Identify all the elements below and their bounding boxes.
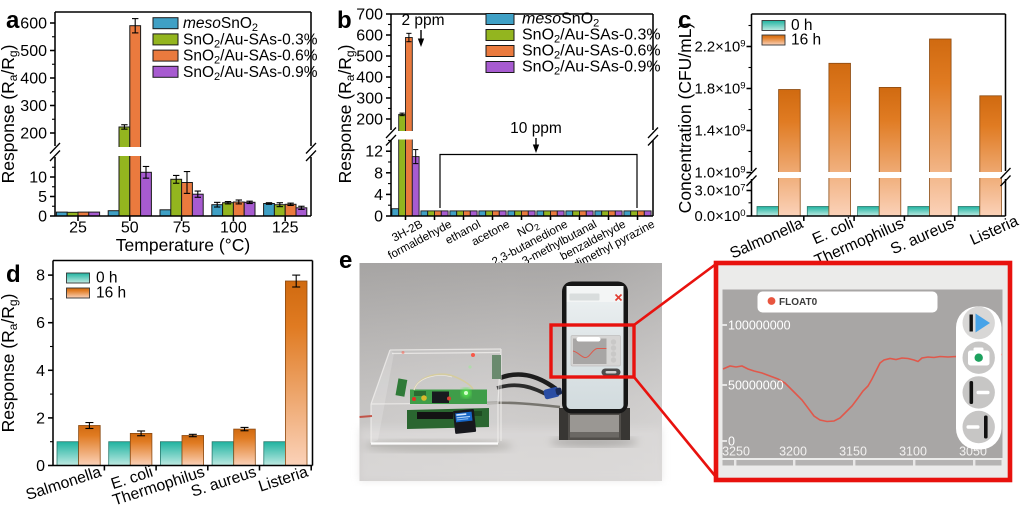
svg-text:50: 50 bbox=[121, 220, 139, 237]
svg-text:1.0×109: 1.0×109 bbox=[695, 165, 746, 182]
svg-text:12: 12 bbox=[365, 144, 383, 161]
svg-text:400: 400 bbox=[356, 70, 383, 87]
svg-text:3.0×107: 3.0×107 bbox=[695, 183, 746, 200]
svg-text:1.8×109: 1.8×109 bbox=[695, 81, 746, 98]
svg-text:10 ppm: 10 ppm bbox=[510, 120, 562, 137]
svg-text:0: 0 bbox=[38, 209, 47, 226]
svg-text:b: b bbox=[337, 7, 352, 34]
svg-text:8: 8 bbox=[36, 268, 45, 285]
svg-text:3250: 3250 bbox=[722, 445, 750, 459]
svg-text:125: 125 bbox=[272, 220, 299, 237]
svg-text:2 ppm: 2 ppm bbox=[401, 12, 444, 29]
svg-text:Response (Ra/Rg): Response (Ra/Rg) bbox=[0, 45, 20, 184]
svg-text:300: 300 bbox=[20, 98, 47, 115]
svg-text:c: c bbox=[678, 7, 691, 34]
svg-text:Response (Ra/Rg): Response (Ra/Rg) bbox=[335, 45, 357, 184]
svg-text:FLOAT0: FLOAT0 bbox=[779, 297, 818, 308]
svg-text:0: 0 bbox=[728, 435, 735, 449]
svg-text:16 h: 16 h bbox=[791, 32, 821, 49]
svg-text:Response (Ra/Rg): Response (Ra/Rg) bbox=[0, 294, 20, 433]
svg-text:Concentration (CFU/mL): Concentration (CFU/mL) bbox=[675, 23, 695, 214]
svg-text:10: 10 bbox=[29, 170, 47, 187]
svg-text:Temperature (°C): Temperature (°C) bbox=[116, 235, 250, 255]
svg-text:e: e bbox=[339, 247, 352, 274]
svg-text:0: 0 bbox=[374, 209, 383, 226]
svg-text:200: 200 bbox=[356, 112, 383, 129]
svg-text:4: 4 bbox=[374, 187, 383, 204]
svg-text:100000000: 100000000 bbox=[728, 319, 791, 333]
svg-text:0 h: 0 h bbox=[96, 270, 118, 287]
svg-text:0 h: 0 h bbox=[791, 17, 813, 34]
svg-text:3200: 3200 bbox=[779, 445, 807, 459]
svg-text:25: 25 bbox=[69, 220, 87, 237]
svg-text:8: 8 bbox=[374, 165, 383, 182]
svg-text:75: 75 bbox=[173, 220, 191, 237]
svg-text:600: 600 bbox=[20, 16, 47, 33]
svg-text:16 h: 16 h bbox=[96, 285, 126, 302]
svg-text:700: 700 bbox=[356, 7, 383, 24]
svg-text:400: 400 bbox=[20, 71, 47, 88]
svg-text:d: d bbox=[6, 261, 21, 288]
svg-text:mesoSnO2: mesoSnO2 bbox=[183, 15, 258, 34]
svg-text:0.0×100: 0.0×100 bbox=[695, 208, 746, 225]
svg-text:50000000: 50000000 bbox=[728, 379, 784, 393]
svg-text:2.2×109: 2.2×109 bbox=[695, 39, 746, 56]
svg-text:5: 5 bbox=[38, 189, 47, 206]
svg-text:200: 200 bbox=[20, 126, 47, 143]
svg-text:SnO2/Au-SAs-0.9%: SnO2/Au-SAs-0.9% bbox=[183, 64, 318, 83]
svg-text:3150: 3150 bbox=[839, 445, 867, 459]
svg-text:500: 500 bbox=[356, 49, 383, 66]
svg-text:0: 0 bbox=[36, 458, 45, 475]
svg-text:1.4×109: 1.4×109 bbox=[695, 123, 746, 140]
svg-text:mesoSnO2: mesoSnO2 bbox=[522, 11, 599, 30]
svg-text:a: a bbox=[6, 7, 20, 34]
svg-text:300: 300 bbox=[356, 91, 383, 108]
svg-text:6: 6 bbox=[36, 315, 45, 332]
svg-text:600: 600 bbox=[356, 28, 383, 45]
svg-text:SnO2/Au-SAs-0.9%: SnO2/Au-SAs-0.9% bbox=[522, 59, 661, 78]
svg-text:500: 500 bbox=[20, 43, 47, 60]
svg-text:4: 4 bbox=[36, 363, 45, 380]
svg-text:2: 2 bbox=[36, 410, 45, 427]
svg-text:100: 100 bbox=[220, 220, 247, 237]
svg-text:3100: 3100 bbox=[899, 445, 927, 459]
